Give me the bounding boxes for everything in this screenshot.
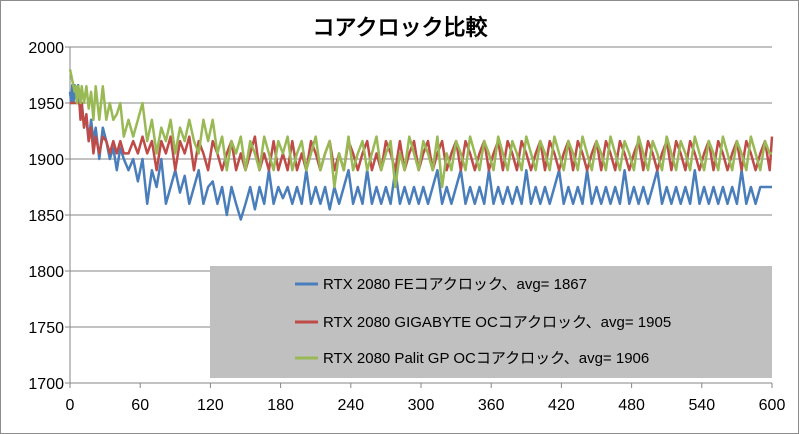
x-tick-label: 0 xyxy=(66,397,75,414)
legend-label: RTX 2080 GIGABYTE OCコアクロック、avg= 1905 xyxy=(323,314,671,331)
y-tick-label: 1800 xyxy=(28,264,64,281)
axes xyxy=(69,47,773,388)
x-tick-label: 60 xyxy=(131,397,149,414)
x-tick-label: 120 xyxy=(197,397,224,414)
x-tick-label: 300 xyxy=(408,397,435,414)
y-tick-label: 1750 xyxy=(28,320,64,337)
x-tick-label: 600 xyxy=(759,397,786,414)
y-tick-label: 1900 xyxy=(28,152,64,169)
x-axis-tick-labels: 0 60 120 180 240 300 360 420 480 540 600 xyxy=(66,397,786,414)
series-lines xyxy=(68,69,774,221)
y-axis-tick-labels: 1700 1750 1800 1850 1900 1950 2000 xyxy=(28,40,64,393)
y-tick-label: 1850 xyxy=(28,208,64,225)
y-tick-label: 1950 xyxy=(28,96,64,113)
series-line-3 xyxy=(68,69,772,189)
x-tick-label: 420 xyxy=(548,397,575,414)
y-tick-label: 1700 xyxy=(28,376,64,393)
x-tick-label: 480 xyxy=(618,397,645,414)
x-tick-label: 180 xyxy=(267,397,294,414)
legend-label: RTX 2080 Palit GP OCコアクロック、avg= 1906 xyxy=(323,350,649,367)
chart-title: コアクロック比較 xyxy=(313,15,489,41)
series-line-1 xyxy=(68,83,772,221)
x-tick-label: 360 xyxy=(478,397,505,414)
legend-label: RTX 2080 FEコアクロック、avg= 1867 xyxy=(323,276,587,293)
x-tick-label: 540 xyxy=(688,397,715,414)
y-tick-label: 2000 xyxy=(28,40,64,57)
x-tick-label: 240 xyxy=(337,397,364,414)
legend: RTX 2080 FEコアクロック、avg= 1867 RTX 2080 GIGA… xyxy=(210,266,772,378)
